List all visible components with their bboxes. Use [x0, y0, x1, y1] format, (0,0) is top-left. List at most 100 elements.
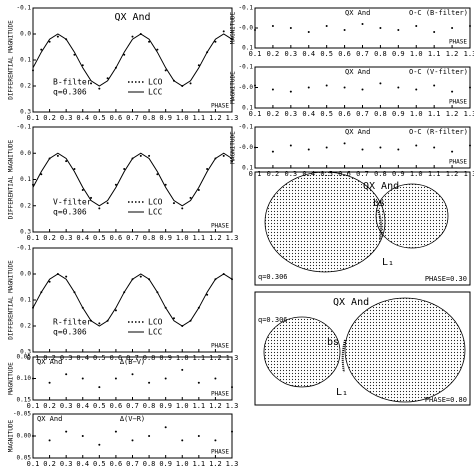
x-tick-label: 0.4 — [76, 234, 89, 242]
chart-title: QX And — [345, 9, 370, 17]
data-point — [433, 84, 436, 87]
x-tick-label: 0.9 — [159, 460, 172, 468]
x-tick-label: 0.4 — [76, 402, 89, 410]
legend-label: LCC — [148, 328, 163, 337]
y-tick-label: -0.1 — [17, 5, 32, 12]
x-tick-label: 0.3 — [60, 402, 73, 410]
data-point — [231, 160, 233, 163]
x-tick-label: 0.1 — [249, 110, 262, 118]
data-point — [131, 35, 134, 38]
data-point — [114, 309, 117, 312]
data-point — [289, 144, 292, 147]
x-axis-label: PHASE — [449, 159, 467, 166]
data-point — [32, 435, 34, 437]
secondary-star — [375, 183, 449, 249]
annotation: V-filter — [53, 198, 92, 207]
x-tick-label: 0.8 — [143, 114, 156, 122]
data-point — [123, 168, 126, 170]
y-tick-label: 0.15 — [17, 397, 32, 404]
data-point — [343, 86, 346, 89]
y-axis-label: MAGNITUDE — [8, 419, 15, 452]
data-point — [131, 373, 134, 376]
data-point — [206, 293, 209, 296]
legend-label: LCO — [148, 78, 163, 87]
x-tick-label: 0.8 — [374, 170, 387, 178]
y-tick-label: -0.1 — [17, 124, 32, 131]
x-tick-label: 0.5 — [320, 170, 333, 178]
data-point — [325, 146, 328, 149]
x-tick-label: 0.5 — [320, 110, 333, 118]
data-point — [65, 430, 68, 433]
x-tick-label: 1.2 — [209, 460, 222, 468]
y-tick-label: 0.1 — [20, 297, 31, 304]
y-tick-label: 0.3 — [20, 349, 31, 356]
x-tick-label: 0.3 — [60, 354, 73, 362]
data-point — [307, 31, 310, 33]
data-point — [114, 377, 117, 380]
data-point — [289, 27, 292, 29]
y-tick-label: -0.05 — [13, 411, 31, 418]
x-tick-label: 0.3 — [60, 234, 73, 242]
y-axis-label: MAGNITUDE — [230, 71, 237, 104]
x-axis-label: PHASE — [211, 391, 229, 398]
data-point — [139, 275, 142, 278]
diagram-frame — [254, 291, 471, 406]
data-point — [172, 202, 175, 205]
y-tick-label: -0.0 — [239, 144, 254, 151]
data-point — [181, 439, 184, 442]
data-point — [469, 25, 471, 27]
data-point — [90, 196, 93, 199]
data-point — [361, 148, 364, 151]
data-point — [32, 69, 34, 72]
data-point — [56, 35, 59, 38]
x-tick-label: 0.1 — [27, 114, 40, 122]
data-point — [379, 82, 382, 85]
x-tick-label: 0.6 — [110, 460, 123, 468]
chart-subtitle: Δ(V−R) — [120, 415, 145, 423]
y-tick-label: 0.1 — [20, 176, 31, 183]
data-point — [40, 173, 43, 176]
y-tick-label: 0.0 — [20, 31, 31, 38]
x-tick-label: 1.2 — [446, 170, 459, 178]
y-axis-label: MAGNITUDE — [230, 11, 237, 44]
data-point — [451, 27, 454, 29]
chart-subtitle: O-C (B-filter) — [409, 9, 468, 17]
data-point — [139, 154, 142, 157]
y-tick-label: 0.05 — [17, 455, 32, 462]
x-tick-label: 0.6 — [338, 170, 351, 178]
x-tick-label: 1.2 — [446, 50, 459, 58]
spot-label: bs — [373, 198, 385, 209]
x-tick-label: 1.2 — [209, 114, 222, 122]
data-point — [206, 168, 209, 170]
data-point — [222, 154, 225, 157]
data-point — [81, 435, 84, 437]
y-axis-label: DIFFERENTIAL MAGNITUDE — [8, 260, 15, 340]
chart-subtitle: Δ(B−V) — [120, 358, 145, 366]
x-axis-label: PHASE — [211, 343, 229, 350]
x-axis-label: PHASE — [449, 99, 467, 106]
data-point — [148, 381, 151, 384]
x-tick-label: 0.9 — [159, 354, 172, 362]
x-tick-label: 0.3 — [60, 114, 73, 122]
x-tick-label: 1.0 — [176, 402, 189, 410]
lagrange-label: L₁ — [382, 257, 394, 268]
y-axis-label: MAGNITUDE — [230, 131, 237, 164]
data-point — [189, 196, 192, 199]
data-point — [148, 154, 151, 157]
legend-label: LCC — [148, 208, 163, 217]
x-tick-label: 0.3 — [285, 110, 298, 118]
x-tick-label: 0.2 — [43, 354, 56, 362]
data-point — [181, 368, 184, 371]
data-point — [361, 23, 364, 25]
annotation: R-filter — [53, 318, 92, 327]
legend-label: LCO — [148, 318, 163, 327]
data-point — [231, 386, 233, 389]
data-point — [379, 146, 382, 149]
x-tick-label: 0.5 — [93, 354, 106, 362]
x-tick-label: 0.6 — [110, 354, 123, 362]
data-point — [65, 275, 68, 278]
y-tick-label: -0.1 — [239, 64, 254, 71]
primary-star — [344, 297, 466, 403]
data-point — [271, 150, 274, 153]
